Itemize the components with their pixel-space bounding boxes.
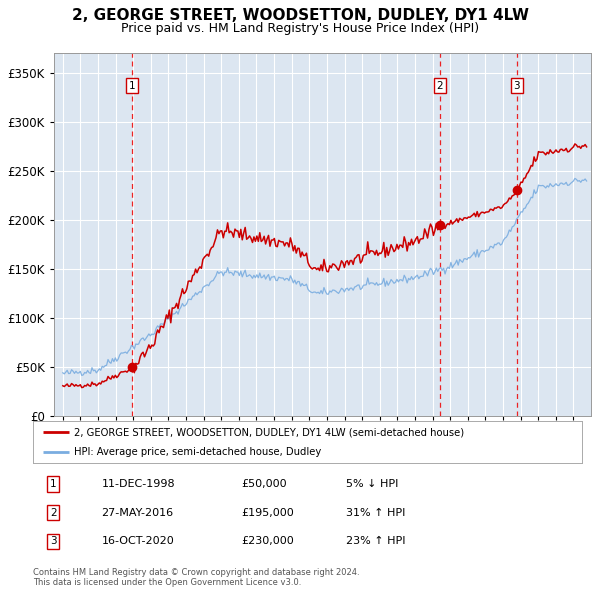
Text: 5% ↓ HPI: 5% ↓ HPI xyxy=(346,479,398,489)
Text: £230,000: £230,000 xyxy=(242,536,295,546)
Text: 1: 1 xyxy=(129,81,136,91)
Text: £50,000: £50,000 xyxy=(242,479,287,489)
Text: 2: 2 xyxy=(50,508,56,517)
Text: 2, GEORGE STREET, WOODSETTON, DUDLEY, DY1 4LW (semi-detached house): 2, GEORGE STREET, WOODSETTON, DUDLEY, DY… xyxy=(74,427,464,437)
Text: 2, GEORGE STREET, WOODSETTON, DUDLEY, DY1 4LW: 2, GEORGE STREET, WOODSETTON, DUDLEY, DY… xyxy=(71,8,529,22)
Text: 3: 3 xyxy=(514,81,520,91)
Text: 1: 1 xyxy=(50,479,56,489)
Text: 11-DEC-1998: 11-DEC-1998 xyxy=(101,479,175,489)
Text: 3: 3 xyxy=(50,536,56,546)
Text: 16-OCT-2020: 16-OCT-2020 xyxy=(101,536,175,546)
Text: 27-MAY-2016: 27-MAY-2016 xyxy=(101,508,174,517)
Text: 23% ↑ HPI: 23% ↑ HPI xyxy=(346,536,406,546)
Text: Price paid vs. HM Land Registry's House Price Index (HPI): Price paid vs. HM Land Registry's House … xyxy=(121,22,479,35)
Text: 2: 2 xyxy=(436,81,443,91)
Text: £195,000: £195,000 xyxy=(242,508,295,517)
Text: 31% ↑ HPI: 31% ↑ HPI xyxy=(346,508,406,517)
Text: Contains HM Land Registry data © Crown copyright and database right 2024.
This d: Contains HM Land Registry data © Crown c… xyxy=(33,568,359,587)
Text: HPI: Average price, semi-detached house, Dudley: HPI: Average price, semi-detached house,… xyxy=(74,447,322,457)
